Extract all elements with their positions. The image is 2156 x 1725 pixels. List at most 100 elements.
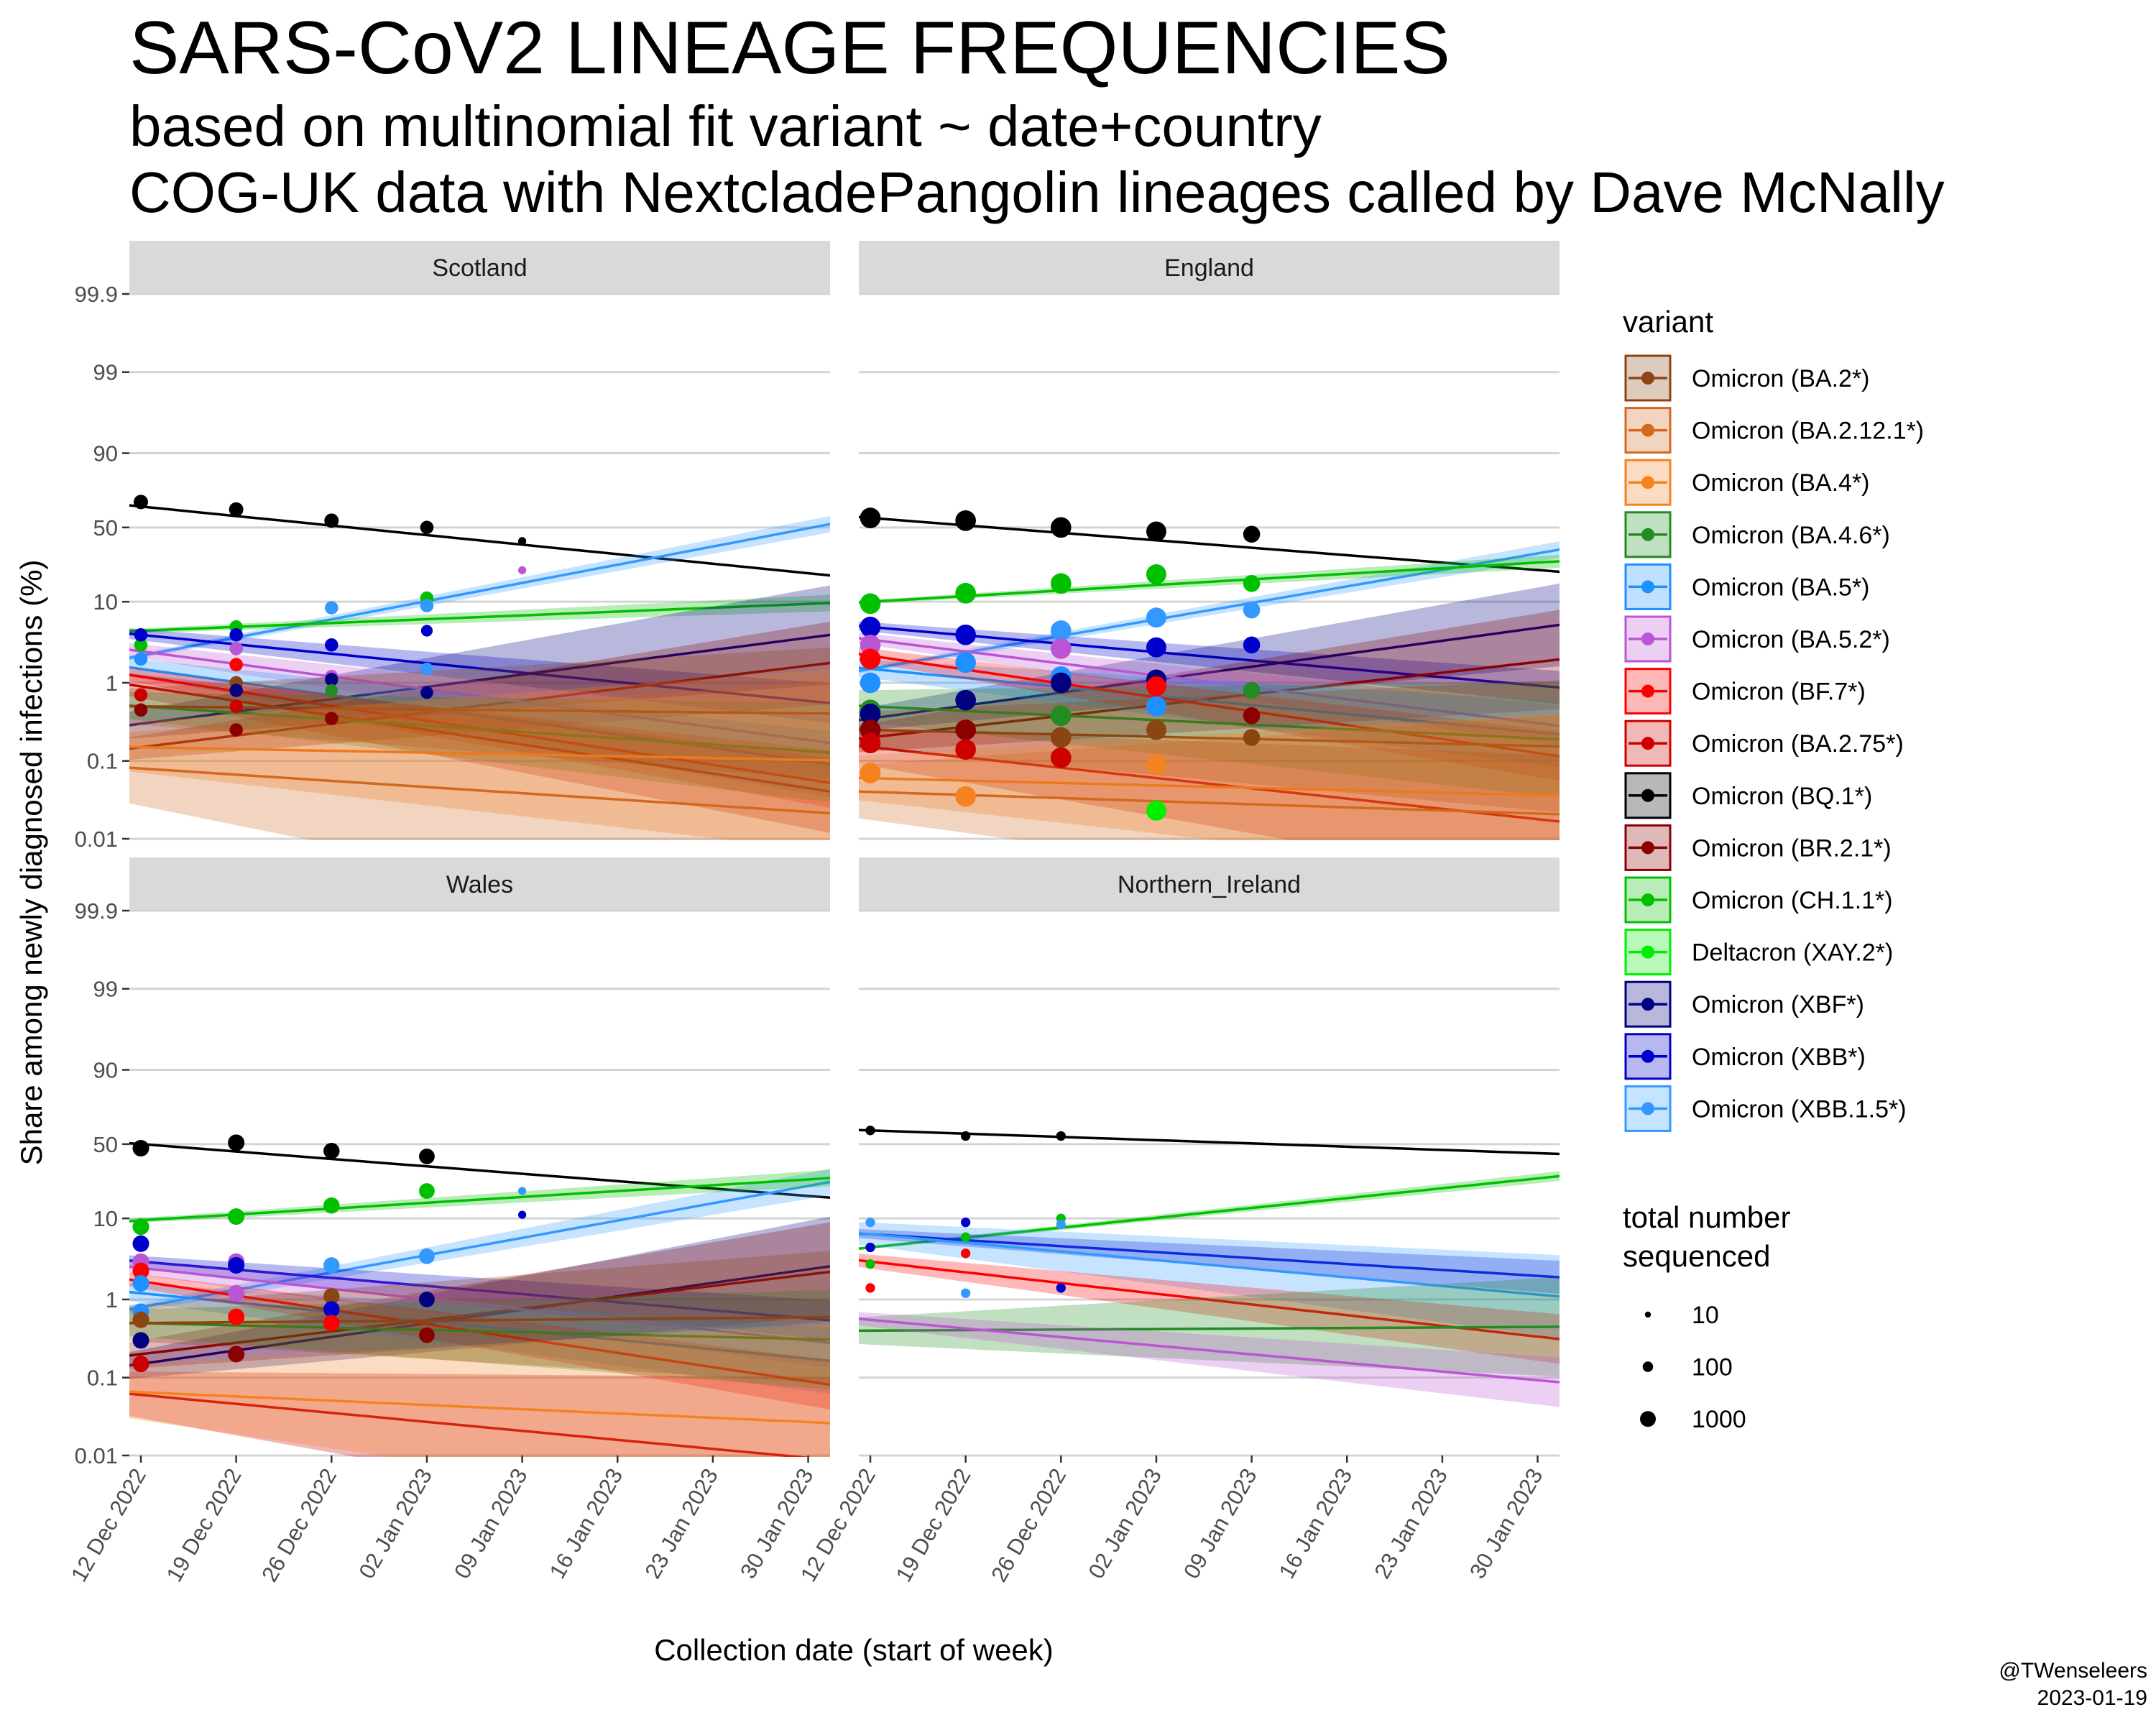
fit-line-omicron-ba-2-75 <box>129 683 830 793</box>
size-legend-label-10: 10 <box>1692 1302 1719 1329</box>
legend-key-dot <box>1641 1049 1654 1063</box>
data-point-omicron-ch-1-1 <box>1146 564 1166 585</box>
x-tick-label: 26 Dec 2022 <box>986 1464 1071 1586</box>
x-tick-label: 12 Dec 2022 <box>66 1464 151 1586</box>
data-point-omicron-xbf <box>325 673 338 686</box>
panel-plot-area <box>859 507 1560 840</box>
data-point-omicron-xbb <box>323 1301 340 1317</box>
chart-title: SARS-CoV2 LINEAGE FREQUENCIES <box>129 6 1450 90</box>
x-tick-label: 26 Dec 2022 <box>257 1464 341 1586</box>
legend-label-omicron-ba-4-6: Omicron (BA.4.6*) <box>1692 522 1890 549</box>
data-point-omicron-ba-2 <box>323 1288 340 1305</box>
data-point-omicron-xbb-1-5 <box>1050 620 1072 641</box>
y-tick-label: 99 <box>93 360 118 385</box>
data-point-omicron-ch-1-1 <box>960 1232 971 1242</box>
legend-label-omicron-bf-7: Omicron (BF.7*) <box>1692 678 1866 706</box>
ci-band-omicron-xbb-1-5 <box>859 1222 1560 1338</box>
legend-item-omicron-ba-5: Omicron (BA.5*) <box>1624 563 1870 610</box>
panel-plot-area <box>129 1134 830 1457</box>
fit-line-omicron-ba-2 <box>129 1315 830 1325</box>
legend-key-dot <box>1641 476 1654 489</box>
data-point-omicron-bq-1 <box>517 537 527 546</box>
ci-band-omicron-br-2-1 <box>129 1222 830 1369</box>
data-point-omicron-xbf <box>132 1332 149 1349</box>
data-point-omicron-ba-5-2 <box>1050 638 1072 659</box>
data-point-omicron-xbb <box>228 1256 245 1274</box>
data-point-omicron-bq-1 <box>1056 1131 1066 1141</box>
data-point-omicron-ba-5-2 <box>228 1284 245 1302</box>
ci-band-omicron-ba-4-6 <box>859 1276 1560 1377</box>
data-point-omicron-ba-2 <box>132 1311 149 1328</box>
ci-band-omicron-ba-5 <box>129 1283 830 1394</box>
data-point-omicron-bf-7 <box>229 658 243 671</box>
fit-line-omicron-xbb-1-5 <box>859 548 1560 673</box>
ci-band-omicron-ba-4-6 <box>859 681 1560 798</box>
legend-key-dot <box>1641 632 1654 645</box>
ci-band-omicron-ba-4-6 <box>129 692 830 803</box>
data-point-omicron-xbf <box>860 703 881 724</box>
fit-line-omicron-ba-4 <box>129 1390 830 1425</box>
data-point-omicron-ch-1-1 <box>860 593 881 615</box>
legend-label-omicron-ba-2-75: Omicron (BA.2.75*) <box>1692 730 1904 758</box>
data-point-omicron-xbb <box>955 624 976 645</box>
x-tick-label: 09 Jan 2023 <box>1179 1464 1262 1583</box>
legend-label-omicron-br-2-1: Omicron (BR.2.1*) <box>1692 834 1892 862</box>
fit-line-omicron-xbb-1-5 <box>129 1180 830 1311</box>
data-point-omicron-ba-2 <box>1146 719 1166 740</box>
data-point-omicron-bq-1 <box>420 520 434 535</box>
fit-line-omicron-xbb <box>859 1232 1560 1279</box>
fit-line-omicron-br-2-1 <box>129 661 830 750</box>
data-point-omicron-xbb <box>1056 1283 1066 1293</box>
size-legend-title: total number <box>1623 1200 1790 1234</box>
ci-band-omicron-xbf <box>859 583 1560 732</box>
data-point-omicron-bq-1 <box>960 1131 971 1141</box>
data-point-omicron-xbb <box>229 628 243 642</box>
fit-line-omicron-ba-5 <box>129 1290 830 1362</box>
ci-band-omicron-xbf <box>129 585 830 739</box>
legend-item-omicron-ba-2: Omicron (BA.2*) <box>1624 354 1870 402</box>
legend-key-dot <box>1641 841 1654 855</box>
legend-key-dot <box>1641 945 1654 959</box>
data-point-omicron-ch-1-1 <box>132 1218 149 1236</box>
legend-item-omicron-bf-7: Omicron (BF.7*) <box>1624 668 1866 715</box>
fit-line-omicron-ba-2-12-1 <box>859 790 1560 816</box>
legend-key-dot <box>1641 580 1654 594</box>
x-tick-label: 19 Dec 2022 <box>890 1464 975 1586</box>
legend-item-omicron-ba-2-75: Omicron (BA.2.75*) <box>1624 719 1904 767</box>
data-point-omicron-xbb <box>865 1242 875 1253</box>
data-point-omicron-xbb-1-5 <box>419 1248 435 1264</box>
legend-item-deltacron-xay-2: Deltacron (XAY.2*) <box>1624 929 1893 976</box>
facet-strip-northern-ireland <box>859 857 1560 911</box>
data-point-omicron-bf-7 <box>228 1308 245 1325</box>
data-point-omicron-xbf <box>955 689 976 711</box>
fit-line-omicron-ba-4-6 <box>859 704 1560 741</box>
fit-line-omicron-bq-1 <box>129 1141 830 1200</box>
ci-band-omicron-ba-4 <box>129 1323 830 1457</box>
data-point-omicron-xbf <box>229 684 243 697</box>
size-legend-dot-10 <box>1644 1311 1651 1318</box>
data-point-omicron-xbb <box>1243 636 1261 654</box>
y-tick-label: 50 <box>93 1132 118 1157</box>
data-point-omicron-xbb-1-5 <box>420 662 433 676</box>
legend-label-deltacron-xay-2: Deltacron (XAY.2*) <box>1692 939 1893 967</box>
panel-plot-area <box>129 494 830 840</box>
x-tick-label: 02 Jan 2023 <box>1083 1464 1166 1583</box>
x-tick-label: 09 Jan 2023 <box>449 1464 533 1583</box>
fit-line-omicron-ch-1-1 <box>129 602 830 632</box>
data-point-omicron-ch-1-1 <box>1050 573 1072 594</box>
data-point-omicron-bq-1 <box>323 1143 340 1159</box>
legend-key-dot <box>1641 893 1654 906</box>
data-point-omicron-xbb <box>517 1210 527 1219</box>
y-tick-label: 99.9 <box>75 898 118 924</box>
ci-band-omicron-ba-2-12-1 <box>129 681 830 840</box>
fit-line-omicron-bq-1 <box>859 1128 1560 1156</box>
fit-line-omicron-ch-1-1 <box>129 1177 830 1223</box>
data-point-omicron-xbb-1-5 <box>323 1257 340 1274</box>
legend-label-omicron-xbb: Omicron (XBB*) <box>1692 1044 1866 1071</box>
y-axis-title: Share among newly diagnosed infections (… <box>14 560 48 1166</box>
legend-item-omicron-bq-1: Omicron (BQ.1*) <box>1624 772 1872 819</box>
data-point-omicron-ba-5-2 <box>517 566 527 574</box>
fit-line-omicron-ba-5-2 <box>859 637 1560 727</box>
ci-band-omicron-ba-4-6 <box>129 1289 830 1389</box>
legend-key-dot <box>1641 423 1654 437</box>
